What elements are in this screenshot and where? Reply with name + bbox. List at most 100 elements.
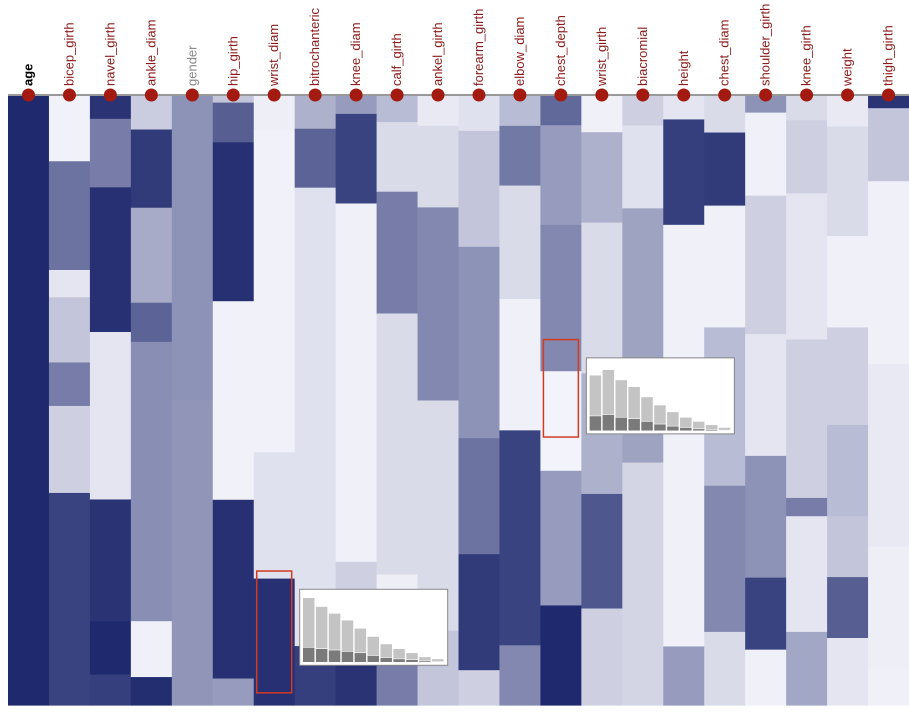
column-handle-dot[interactable] bbox=[267, 88, 281, 102]
column-label-biacromial[interactable]: biacromial bbox=[635, 27, 650, 86]
histogram-bar-selected bbox=[614, 416, 628, 432]
heatmap-cell bbox=[786, 120, 828, 195]
column-handle-dot[interactable] bbox=[103, 88, 117, 102]
column-label-navel-girth[interactable]: navel_girth bbox=[102, 22, 117, 86]
histogram-bar-selected bbox=[341, 651, 354, 663]
selection-box[interactable] bbox=[255, 570, 293, 694]
heatmap-cell bbox=[253, 452, 296, 580]
heatmap-cell bbox=[171, 400, 214, 706]
column-handles[interactable] bbox=[21, 88, 896, 102]
column-label-bicep-girth[interactable]: bicep_girth bbox=[61, 22, 76, 86]
column-handle-dot[interactable] bbox=[390, 88, 404, 102]
heatmap-cell bbox=[417, 125, 460, 209]
column-label-chest-depth[interactable]: chest_depth bbox=[553, 15, 568, 86]
column-handle-dot[interactable] bbox=[431, 88, 445, 102]
column-handle-dot[interactable] bbox=[226, 88, 240, 102]
heatmap-cell bbox=[622, 125, 664, 209]
column-label-elbow-diam[interactable]: elbow_diam bbox=[512, 17, 527, 86]
histogram-bar-selected bbox=[679, 427, 693, 432]
column-handle-dot[interactable] bbox=[759, 88, 773, 102]
heatmap-cell bbox=[704, 205, 746, 329]
column-handle-dot[interactable] bbox=[21, 88, 35, 102]
heatmap-cell bbox=[458, 130, 501, 248]
column-label-hip-girth[interactable]: hip_girth bbox=[225, 36, 240, 86]
histogram-bar-selected bbox=[392, 658, 406, 663]
column-handle-dot[interactable] bbox=[718, 88, 732, 102]
heatmap-cell bbox=[704, 132, 746, 207]
heatmap-cell bbox=[458, 438, 501, 555]
histogram-bar-selected bbox=[589, 415, 602, 432]
histogram-bar-selected bbox=[640, 421, 654, 432]
column-handle-dot[interactable] bbox=[513, 88, 527, 102]
column-label-ankel-girth[interactable]: ankel_girth bbox=[430, 22, 445, 86]
column-handle-dot[interactable] bbox=[677, 88, 691, 102]
heatmap-cell bbox=[704, 485, 746, 633]
column-handle-dot[interactable] bbox=[472, 88, 486, 102]
column-handle-dot[interactable] bbox=[185, 88, 199, 102]
column-label-calf-girth[interactable]: calf_girth bbox=[389, 33, 404, 86]
selection-box[interactable] bbox=[542, 338, 580, 438]
column-label-chest-diam[interactable]: chest_diam bbox=[717, 20, 732, 86]
column-label-bitrochanteric[interactable]: bitrochanteric bbox=[307, 7, 322, 86]
column-label-weight[interactable]: weight bbox=[840, 48, 855, 87]
histogram-popup bbox=[299, 588, 449, 666]
column-handle-dot[interactable] bbox=[144, 88, 158, 102]
column-label-knee-girth[interactable]: knee_girth bbox=[799, 25, 814, 86]
heatmap-cell bbox=[786, 516, 828, 633]
heatmap-cell bbox=[581, 493, 623, 610]
column-handle-dot[interactable] bbox=[841, 88, 855, 102]
heatmap-cell bbox=[130, 341, 173, 622]
column-handle-dot[interactable] bbox=[636, 88, 650, 102]
heatmap-cell bbox=[171, 96, 214, 402]
column-label-thigh-girth[interactable]: thigh_girth bbox=[881, 25, 896, 86]
histogram-bar-selected bbox=[601, 414, 615, 432]
heatmap-cell bbox=[130, 677, 173, 706]
column-handle-dot[interactable] bbox=[308, 88, 322, 102]
heatmap-cell bbox=[745, 195, 787, 335]
heatmap-cell bbox=[581, 132, 623, 224]
column-handle-dot[interactable] bbox=[62, 88, 76, 102]
heatmap-cell bbox=[786, 339, 828, 499]
heatmap-cell bbox=[786, 631, 828, 706]
column-handle-dot[interactable] bbox=[595, 88, 609, 102]
heatmap-cell bbox=[130, 129, 173, 209]
column-handle-dot[interactable] bbox=[800, 88, 814, 102]
heatmap-cell bbox=[745, 96, 787, 114]
heatmap-cell bbox=[827, 638, 869, 706]
heatmap-cell bbox=[540, 125, 582, 226]
heatmap-cell bbox=[212, 102, 255, 143]
column-label-ankle-diam[interactable]: ankle_diam bbox=[143, 20, 158, 87]
column-handle-dot[interactable] bbox=[554, 88, 568, 102]
selection-highlights[interactable] bbox=[255, 338, 580, 694]
heatmap-cell bbox=[376, 313, 419, 576]
column-label-gender[interactable]: gender bbox=[184, 45, 199, 86]
column-label-age[interactable]: age bbox=[20, 64, 35, 86]
column-handle-dot[interactable] bbox=[882, 88, 896, 102]
heatmap-cell bbox=[458, 96, 501, 132]
heatmap-cell bbox=[253, 578, 296, 706]
heatmap-cell bbox=[745, 455, 787, 579]
histogram-bar-selected bbox=[705, 429, 718, 432]
heatmap-cell bbox=[212, 499, 255, 680]
heatmap-cell bbox=[48, 405, 91, 494]
histogram-bar-selected bbox=[692, 428, 706, 432]
heatmap-cell bbox=[8, 96, 50, 706]
histogram-bar-selected bbox=[302, 647, 316, 663]
histogram-bar-selected bbox=[328, 649, 341, 663]
column-label-wrist-girth[interactable]: wrist_girth bbox=[594, 27, 609, 87]
heatmap-cell bbox=[48, 270, 91, 298]
histogram-bar-selected bbox=[627, 418, 641, 432]
column-label-forearm-girth[interactable]: forearm_girth bbox=[471, 9, 486, 86]
column-label-height[interactable]: height bbox=[676, 50, 691, 86]
column-label-wrist-diam[interactable]: wrist_diam bbox=[266, 24, 281, 87]
column-label-knee-diam[interactable]: knee_diam bbox=[348, 22, 363, 86]
heatmap-cell bbox=[294, 96, 337, 130]
heatmap-cell bbox=[89, 331, 132, 501]
histogram-bar-selected bbox=[315, 648, 328, 663]
heatmap-cell bbox=[868, 668, 909, 706]
heatmap-cell bbox=[212, 301, 255, 501]
heatmap-cell bbox=[130, 207, 173, 304]
column-handle-dot[interactable] bbox=[349, 88, 363, 102]
column-label-shoulder-girth[interactable]: shoulder_girth bbox=[758, 4, 773, 86]
